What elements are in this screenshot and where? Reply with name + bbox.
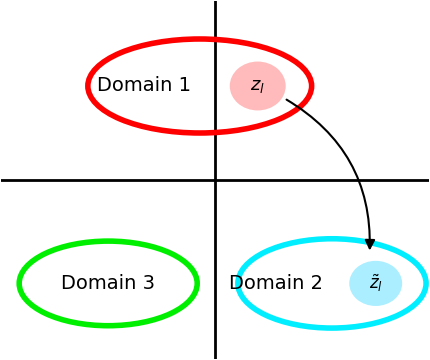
Text: Domain 1: Domain 1 [97,76,191,95]
Text: Domain 2: Domain 2 [229,274,323,293]
Text: $z_l$: $z_l$ [250,77,265,95]
Text: Domain 3: Domain 3 [61,274,155,293]
Ellipse shape [349,261,402,306]
Ellipse shape [230,62,286,111]
Text: $\tilde{z}_l$: $\tilde{z}_l$ [369,273,383,294]
